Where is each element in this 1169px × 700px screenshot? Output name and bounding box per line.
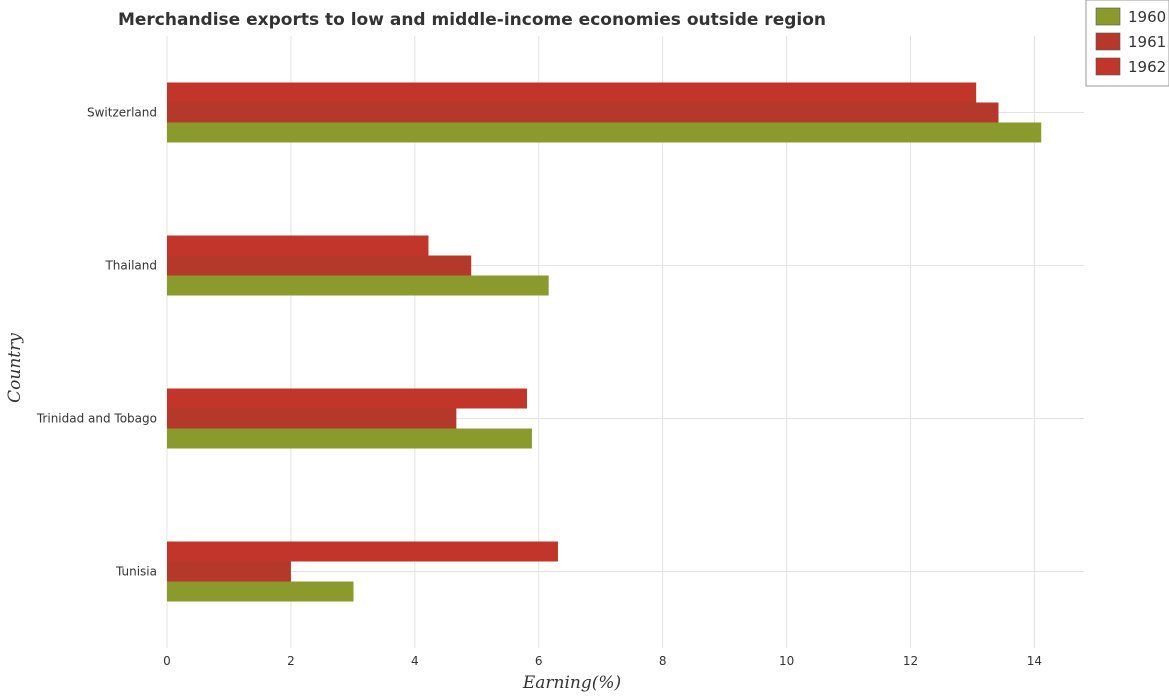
bar-1962-trinidad-and-tobago: [167, 388, 527, 409]
legend: 1960 1961 1962: [1085, 0, 1169, 87]
x-tick-label: 2: [287, 654, 295, 668]
y-tick-label: Trinidad and Tobago: [36, 412, 157, 426]
y-axis-label: Country: [5, 333, 25, 403]
x-tick-label: 0: [163, 654, 171, 668]
legend-swatch: [1095, 57, 1121, 76]
legend-swatch: [1095, 7, 1121, 26]
x-tick-label: 8: [659, 654, 667, 668]
bar-1960-tunisia: [167, 581, 354, 602]
x-axis-label: Earning(%): [522, 673, 621, 693]
y-ticks: Switzerland Thailand Trinidad and Tobago Tu…: [36, 106, 157, 579]
bar-1960-thailand: [167, 275, 549, 296]
bar-1961-trinidad-and-tobago: [167, 408, 457, 429]
bar-1962-tunisia: [167, 541, 558, 562]
y-tick-label: Switzerland: [87, 106, 157, 120]
y-tick-label: Thailand: [104, 259, 157, 273]
x-tick-label: 12: [903, 654, 918, 668]
legend-label: 1961: [1128, 33, 1166, 51]
bars: [167, 82, 1042, 602]
bar-1961-tunisia: [167, 561, 291, 582]
x-tick-label: 14: [1027, 654, 1042, 668]
x-ticks: 0 2 4 6 8 10 12 14: [163, 654, 1042, 668]
bar-1961-switzerland: [167, 102, 999, 123]
bar-1961-thailand: [167, 255, 472, 276]
bar-1960-trinidad-and-tobago: [167, 428, 532, 449]
y-tick-label: Tunisia: [115, 565, 157, 579]
x-tick-label: 6: [535, 654, 543, 668]
bar-1962-switzerland: [167, 82, 977, 103]
legend-label: 1962: [1128, 58, 1166, 76]
bar-1960-switzerland: [167, 122, 1042, 143]
chart-title: Merchandise exports to low and middle-in…: [118, 10, 826, 30]
bar-1962-thailand: [167, 235, 429, 256]
legend-swatch: [1095, 32, 1121, 51]
x-tick-label: 4: [411, 654, 419, 668]
x-tick-label: 10: [779, 654, 794, 668]
legend-label: 1960: [1128, 8, 1166, 26]
